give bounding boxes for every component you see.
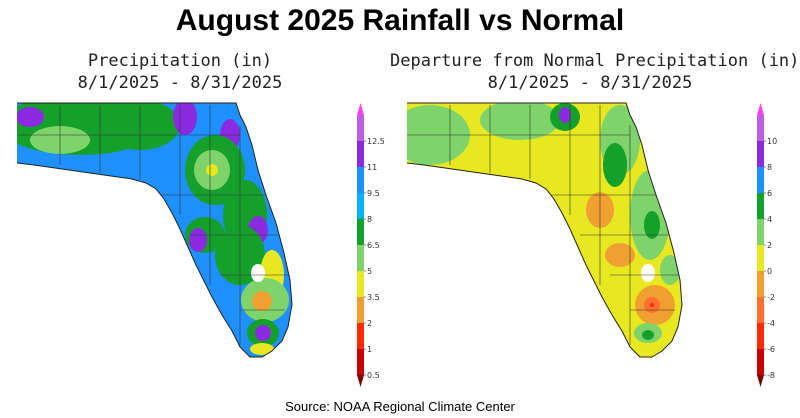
departure-colorbar-segment (757, 245, 764, 272)
state-outline (406, 102, 683, 358)
precipitation-colorbar-top-arrow (357, 103, 364, 115)
departure-colorbar-tick-label: 4 (767, 215, 772, 224)
precipitation-colorbar-segment (357, 323, 364, 350)
precipitation-colorbar-tick-label: 5 (367, 267, 372, 276)
precipitation-colorbar-tick-label: 6.5 (367, 241, 380, 250)
departure-colorbar-tick-label: -4 (767, 319, 775, 328)
departure-colorbar-segment (757, 323, 764, 350)
precipitation-colorbar-tick-label: 3.5 (367, 293, 380, 302)
departure-colorbar-segment (757, 167, 764, 194)
precipitation-colorbar-bottom-arrow (357, 375, 364, 387)
precipitation-colorbar-tick-label: 9.5 (367, 189, 380, 198)
departure-colorbar-tick-label: -2 (767, 293, 775, 302)
precipitation-colorbar-segment (357, 141, 364, 168)
county-boundaries (407, 105, 680, 345)
departure-colorbar-segment (757, 193, 764, 220)
departure-colorbar-tick-label: 8 (767, 163, 772, 172)
departure-colorbar-tick-label: -8 (767, 371, 775, 380)
state-outline (16, 102, 293, 358)
precipitation-colorbar-segment (357, 193, 364, 220)
departure-colorbar-segment (757, 141, 764, 168)
right-map-title-line1: Departure from Normal Precipitation (in) (390, 51, 800, 71)
departure-colorbar-bottom-arrow (757, 375, 764, 387)
precipitation-colorbar-segment (357, 271, 364, 298)
page-title: August 2025 Rainfall vs Normal (175, 4, 625, 37)
departure-colorbar-segment (757, 271, 764, 298)
departure-colorbar-tick-label: 10 (767, 137, 777, 146)
precipitation-colorbar-tick-label: 11 (367, 163, 377, 172)
precipitation-colorbar-segment (357, 115, 364, 142)
precipitation-colorbar-tick-label: 2 (367, 319, 372, 328)
left-map-title: Precipitation (in) 8/1/2025 - 8/31/2025 (40, 50, 320, 94)
departure-colorbar-tick-label: -6 (767, 345, 775, 354)
county-boundaries (17, 105, 290, 345)
precipitation-colorbar-segment (357, 297, 364, 324)
left-map-title-line1: Precipitation (in) (87, 51, 273, 71)
right-map-title: Departure from Normal Precipitation (in)… (390, 50, 800, 94)
right-map-date-range: 8/1/2025 - 8/31/2025 (487, 73, 693, 93)
precipitation-colorbar-segment (357, 167, 364, 194)
precipitation-fill (17, 103, 292, 357)
precipitation-colorbar-segment (357, 349, 364, 376)
source-credit: Source: NOAA Regional Climate Center (285, 399, 515, 414)
precipitation-colorbar-tick-label: 0.5 (367, 371, 380, 380)
precipitation-colorbar-tick-label: 8 (367, 215, 372, 224)
precipitation-colorbar-tick-label: 1 (367, 345, 372, 354)
precipitation-colorbar-segment (357, 219, 364, 246)
departure-colorbar-tick-label: 2 (767, 241, 772, 250)
departure-colorbar-segment (757, 115, 764, 142)
precipitation-colorbar-segment (357, 245, 364, 272)
left-map-date-range: 8/1/2025 - 8/31/2025 (77, 73, 283, 93)
departure-colorbar-segment (757, 349, 764, 376)
departure-colorbar-segment (757, 297, 764, 324)
departure-colorbar-tick-label: 6 (767, 189, 772, 198)
departure-fill (407, 103, 682, 357)
precipitation-colorbar-tick-label: 12.5 (367, 137, 385, 146)
departure-colorbar-tick-label: 0 (767, 267, 772, 276)
departure-colorbar-segment (757, 219, 764, 246)
departure-colorbar-top-arrow (757, 103, 764, 115)
